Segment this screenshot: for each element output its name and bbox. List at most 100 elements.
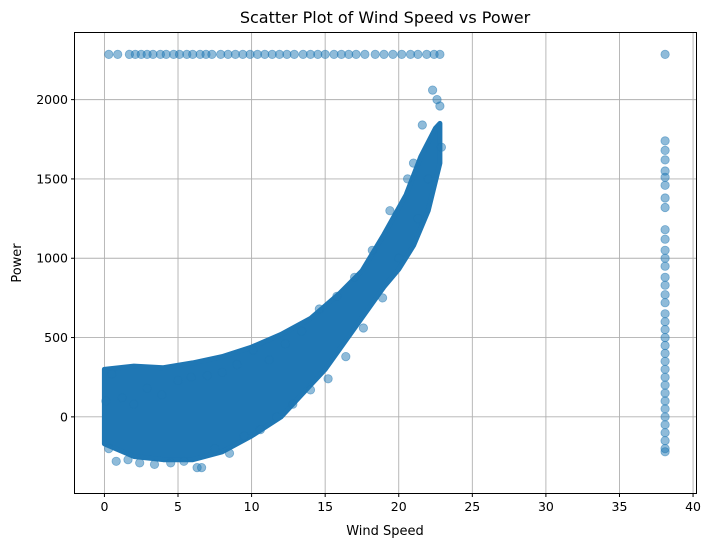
data-point	[117, 393, 127, 403]
data-point	[166, 458, 176, 468]
data-point	[255, 424, 265, 435]
data-point	[186, 372, 196, 382]
y-axis-label: Power	[10, 243, 25, 283]
data-point	[341, 351, 351, 362]
data-point	[660, 388, 670, 398]
data-point	[197, 462, 207, 473]
data-point	[232, 359, 242, 370]
data-point	[413, 49, 423, 60]
data-point	[224, 448, 235, 458]
data-point	[239, 431, 249, 441]
x-tick-label: 10	[244, 499, 260, 514]
data-point	[305, 385, 316, 395]
data-point	[123, 455, 133, 465]
data-point	[660, 225, 670, 235]
data-point	[248, 345, 258, 355]
data-point	[217, 367, 227, 377]
data-point	[320, 49, 330, 60]
data-point	[660, 420, 670, 430]
data-point	[660, 348, 670, 358]
data-point	[289, 49, 299, 60]
x-tick-label: 25	[464, 499, 480, 514]
data-point	[323, 374, 333, 384]
data-points	[101, 49, 670, 473]
data-point	[660, 372, 670, 382]
data-point	[385, 206, 395, 216]
data-point	[660, 396, 670, 406]
data-point	[660, 364, 670, 374]
data-point	[332, 291, 342, 301]
data-point	[210, 443, 220, 454]
data-point	[111, 456, 121, 466]
data-point	[370, 49, 380, 60]
x-tick-label: 35	[612, 499, 628, 514]
data-point	[377, 293, 388, 303]
y-tick-label: 2000	[36, 92, 68, 107]
data-point	[660, 428, 670, 438]
data-point	[660, 245, 670, 255]
data-point	[660, 155, 670, 165]
data-point	[379, 49, 389, 60]
x-tick-label: 15	[317, 499, 333, 514]
data-point	[351, 49, 361, 60]
data-point	[107, 369, 117, 379]
data-point	[435, 49, 445, 60]
data-point	[135, 458, 145, 468]
x-tick-label: 30	[538, 499, 554, 514]
data-point	[660, 172, 670, 182]
data-point	[660, 280, 670, 290]
x-tick-label: 5	[174, 499, 182, 514]
dense-point-cloud	[101, 120, 443, 463]
data-point	[660, 404, 670, 414]
data-point	[367, 245, 377, 255]
data-point	[660, 49, 670, 60]
data-point	[660, 180, 670, 190]
data-point	[271, 412, 282, 422]
data-point	[435, 101, 445, 111]
plot-frame	[74, 32, 697, 494]
x-tick-label: 40	[685, 499, 701, 514]
x-tick-label: 0	[100, 499, 108, 514]
data-point	[660, 193, 670, 203]
data-point	[660, 332, 670, 343]
data-point	[660, 136, 670, 146]
data-point	[388, 49, 398, 60]
data-point	[413, 214, 423, 224]
y-tick-label: 1000	[36, 251, 68, 266]
data-point	[660, 436, 670, 446]
data-point	[660, 324, 670, 335]
y-tick-label: 1500	[36, 171, 68, 186]
data-point	[660, 234, 670, 244]
data-point	[104, 443, 114, 454]
data-point	[104, 49, 114, 60]
data-point	[397, 49, 407, 60]
data-point	[101, 396, 111, 406]
data-point	[660, 253, 670, 263]
data-point	[660, 356, 670, 366]
data-point	[360, 49, 370, 60]
data-point	[358, 323, 368, 333]
data-point	[660, 290, 670, 300]
data-point	[288, 399, 298, 409]
data-point	[207, 49, 217, 60]
data-point	[408, 158, 419, 168]
data-point	[417, 120, 427, 130]
data-point	[660, 340, 670, 351]
data-point	[427, 85, 438, 95]
data-point	[179, 456, 189, 466]
data-point	[157, 390, 167, 400]
data-point	[149, 459, 160, 469]
data-point	[660, 298, 670, 308]
data-point	[660, 272, 670, 282]
data-point	[660, 309, 670, 319]
data-point	[660, 261, 670, 271]
data-point	[296, 326, 307, 336]
data-point	[264, 355, 274, 365]
data-point	[660, 202, 670, 213]
y-tick-label: 500	[44, 330, 68, 345]
data-point	[394, 253, 404, 263]
data-point	[202, 370, 212, 381]
data-point	[349, 272, 360, 282]
data-point	[660, 447, 670, 457]
data-point	[113, 49, 123, 60]
